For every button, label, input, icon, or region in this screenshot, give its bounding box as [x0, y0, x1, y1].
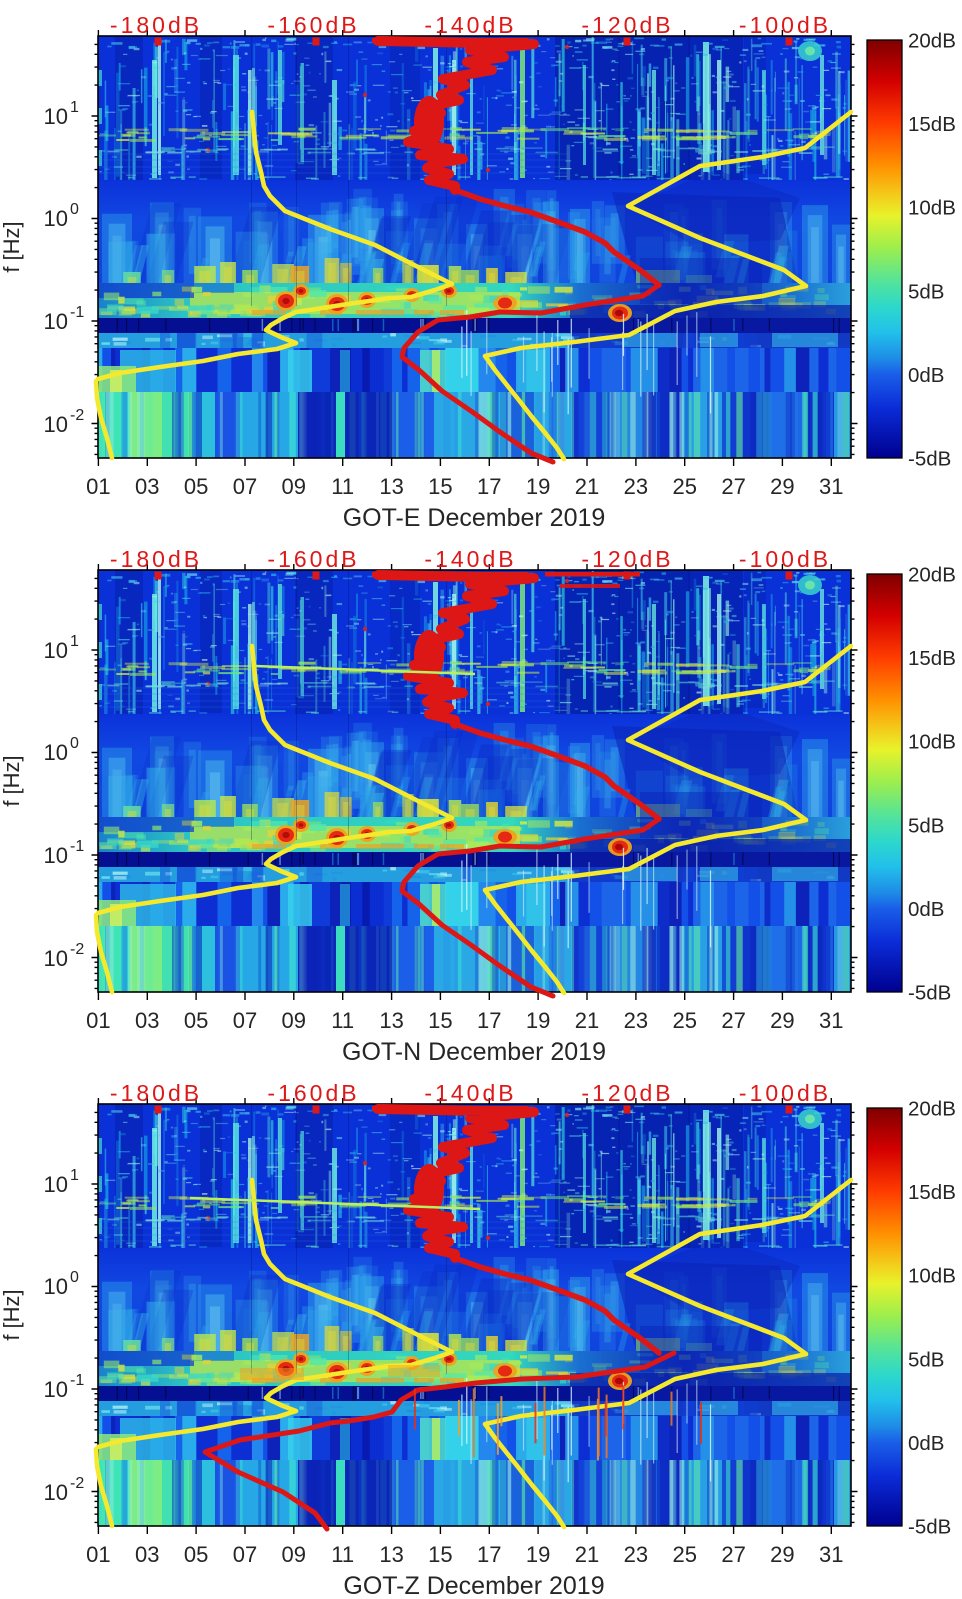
- svg-text:GOT-N December 2019: GOT-N December 2019: [342, 1038, 606, 1066]
- svg-text:GOT-Z December 2019: GOT-Z December 2019: [343, 1572, 604, 1599]
- svg-text:GOT-E December 2019: GOT-E December 2019: [343, 504, 606, 532]
